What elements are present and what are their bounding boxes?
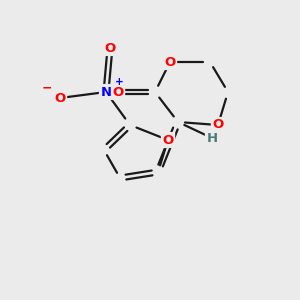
Text: H: H [206, 131, 218, 145]
Text: O: O [54, 92, 66, 104]
Text: O: O [162, 134, 174, 146]
Text: O: O [164, 56, 175, 68]
Text: N: N [100, 85, 112, 98]
Text: +: + [115, 77, 123, 87]
Text: O: O [212, 118, 224, 131]
Text: O: O [112, 85, 124, 98]
Text: O: O [104, 41, 116, 55]
Text: −: − [42, 82, 52, 94]
